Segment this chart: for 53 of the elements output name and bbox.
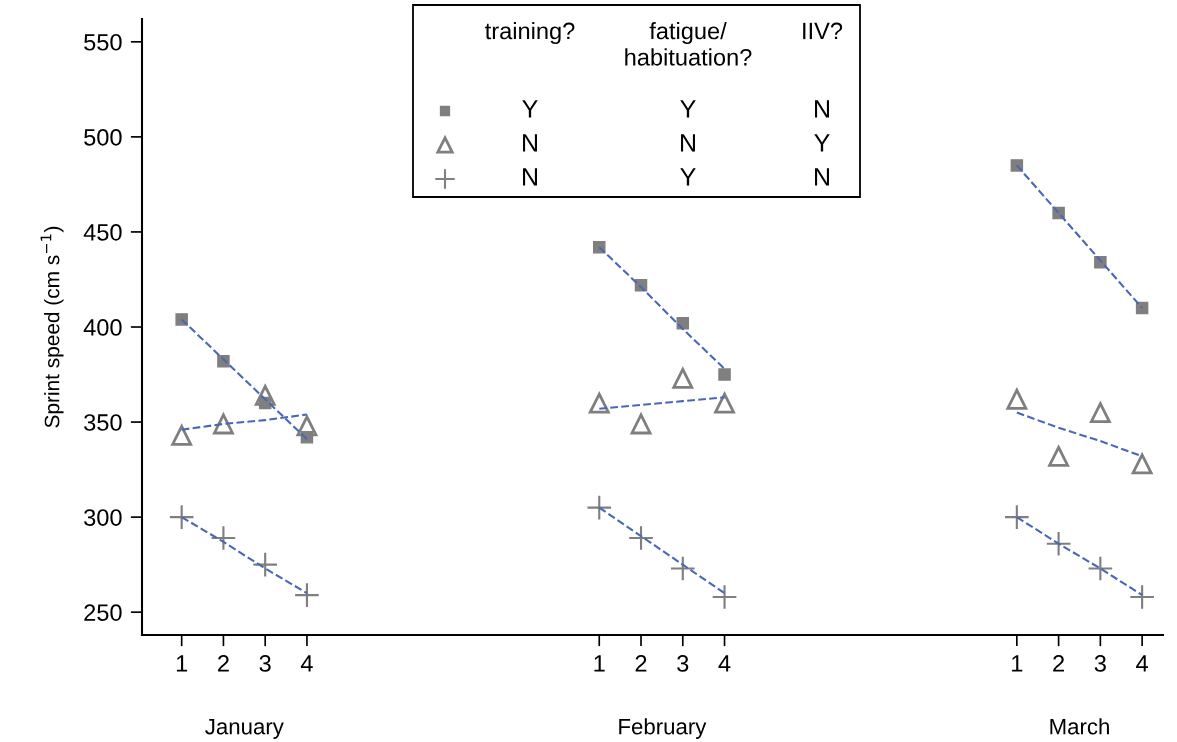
- annotation: N: [681, 134, 695, 152]
- annotation: fatigue/ habituation?: [625, 22, 752, 66]
- point: [296, 415, 318, 437]
- x-tick-label: 4: [1136, 655, 1148, 672]
- annotation: Y: [814, 134, 830, 152]
- point: [629, 526, 653, 550]
- annotation: Y: [522, 100, 538, 118]
- x-tick-label: 1: [176, 655, 188, 672]
- text: March: [1050, 718, 1109, 735]
- y-tick-label: 350: [84, 414, 122, 431]
- point: [1131, 453, 1153, 475]
- y-tick-label: 250: [84, 604, 122, 621]
- point: [630, 413, 652, 435]
- point: [712, 585, 737, 609]
- annotation: N: [815, 168, 829, 186]
- point: [1130, 585, 1154, 609]
- point: [171, 424, 193, 446]
- point: [1006, 388, 1028, 410]
- annotation: Y: [680, 100, 696, 118]
- annotation: training?: [485, 22, 575, 45]
- point: [1005, 505, 1029, 529]
- point: [672, 367, 694, 389]
- annotation: IIV?: [803, 22, 843, 40]
- x-tick-label: 3: [677, 655, 689, 672]
- x-tick-label: 1: [1012, 655, 1023, 672]
- y-tick-label: 400: [83, 319, 122, 336]
- point: [1048, 445, 1070, 467]
- text: February: [619, 718, 707, 739]
- point: [1089, 402, 1111, 423]
- x-tick-label: 2: [635, 655, 647, 672]
- point: [1088, 556, 1113, 581]
- y-tick-label: 450: [83, 224, 122, 241]
- text: January: [205, 718, 284, 739]
- annotation: N: [523, 134, 537, 152]
- annotation: N: [815, 100, 829, 118]
- x-tick-label: 2: [218, 655, 229, 672]
- y-tick-label: 300: [84, 509, 122, 526]
- x-tick-label: 4: [718, 655, 731, 672]
- y-tick-label: 500: [84, 128, 122, 146]
- x-tick-label: 1: [594, 655, 605, 672]
- x-tick-label: 3: [1094, 655, 1106, 672]
- x-tick-label: 4: [300, 655, 313, 672]
- y-tick-label: 550: [84, 33, 122, 51]
- x-tick-label: 3: [259, 655, 271, 672]
- y-axis-title: Sprint speed (cm s$^{−1}$): [40, 226, 64, 428]
- point: [295, 583, 319, 607]
- point: [714, 392, 735, 414]
- point: [718, 368, 731, 381]
- annotation: Y: [680, 168, 696, 186]
- point: [588, 392, 610, 414]
- point: [254, 385, 276, 406]
- x-tick-label: 2: [1053, 655, 1064, 672]
- annotation: N: [523, 168, 537, 186]
